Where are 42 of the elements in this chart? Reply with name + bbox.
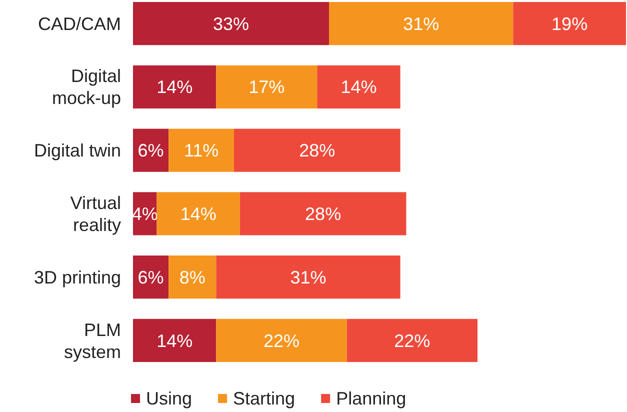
bar [133, 318, 216, 362]
bar [156, 192, 240, 236]
data-label: 22% [263, 330, 300, 351]
y-tick-label: Digital mock-up [52, 66, 121, 108]
data-label: 28% [305, 204, 342, 224]
y-tick-label: Digital twin [34, 140, 121, 161]
data-label: 14% [180, 204, 216, 224]
bar [513, 2, 626, 46]
legend-label: Planning [336, 388, 406, 408]
bar [168, 128, 234, 172]
bar [329, 2, 514, 46]
bar [216, 318, 347, 362]
bar [216, 256, 400, 299]
bar [240, 192, 406, 236]
data-label: 28% [299, 140, 336, 161]
y-tick-label: 3D printing [34, 267, 121, 288]
y-tick-label: PLM system [64, 320, 121, 362]
bar [133, 2, 330, 46]
y-tick-label: CAD/CAM [38, 14, 121, 34]
bar [216, 65, 318, 108]
data-label: 11% [184, 140, 219, 161]
data-label: 33% [212, 14, 250, 34]
legend-label: Using [146, 388, 192, 408]
y-tick-label: Virtual reality [70, 192, 121, 235]
data-label: 19% [552, 14, 588, 34]
data-label: 31% [403, 14, 440, 34]
data-label: 22% [394, 330, 430, 351]
data-label: 14% [340, 77, 377, 98]
data-label: 14% [156, 77, 193, 98]
bar [346, 318, 478, 362]
data-label: 6% [138, 140, 164, 161]
data-label: 4% [132, 204, 158, 224]
data-label: 14% [156, 330, 193, 351]
data-label: 8% [179, 267, 206, 288]
data-label: 6% [138, 267, 164, 288]
data-label: 17% [248, 77, 285, 98]
bar [168, 256, 216, 299]
bar [317, 65, 400, 108]
bar [133, 65, 216, 108]
data-label: 31% [290, 267, 326, 288]
bar [234, 128, 400, 172]
legend-label: Starting [233, 388, 296, 408]
